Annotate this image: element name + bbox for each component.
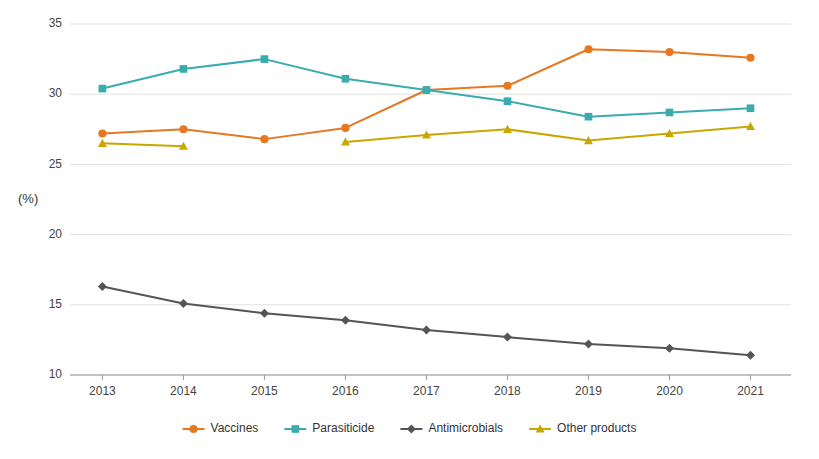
series: [98, 45, 754, 143]
data-point: [422, 326, 431, 335]
y-tick-label: 15: [49, 297, 63, 311]
x-tick: [264, 375, 265, 380]
x-tick: [507, 375, 508, 380]
data-point: [665, 344, 674, 353]
x-tick: [669, 375, 670, 380]
legend-label: Other products: [557, 421, 636, 435]
legend-label: Vaccines: [211, 421, 259, 435]
data-point: [422, 130, 431, 138]
x-tick-label: 2021: [737, 384, 764, 398]
x-tick: [345, 375, 346, 380]
y-tick-label: 30: [49, 86, 63, 100]
x-tick: [183, 375, 184, 380]
data-point: [422, 86, 430, 94]
data-point: [747, 104, 755, 112]
data-point: [341, 137, 350, 145]
series: [99, 55, 755, 120]
data-point: [503, 333, 512, 342]
data-point: [584, 136, 593, 144]
series: [98, 282, 755, 360]
y-tick-label: 25: [49, 157, 63, 171]
x-tick-label: 2013: [89, 384, 116, 398]
x-tick-label: 2018: [494, 384, 521, 398]
x-tick: [426, 375, 427, 380]
grid-line: [70, 164, 791, 165]
legend-item: Other products: [529, 421, 636, 435]
grid-line: [70, 234, 791, 235]
data-point: [341, 316, 350, 325]
x-tick: [102, 375, 103, 380]
chart: 101520253035(%)2013201420152016201720182…: [0, 0, 819, 459]
legend-item: Vaccines: [183, 421, 259, 435]
y-tick-label: 35: [49, 16, 63, 30]
grid-line: [70, 375, 791, 376]
data-point: [179, 142, 188, 150]
data-point: [746, 351, 755, 360]
legend-marker: [536, 425, 545, 433]
data-point: [341, 124, 349, 132]
legend: Vaccines Parasiticide Antimicrobials Other …: [183, 421, 637, 435]
data-point: [99, 85, 107, 93]
legend-label: Antimicrobials: [428, 421, 503, 435]
data-point: [665, 48, 673, 56]
y-tick-label: 20: [49, 227, 63, 241]
data-point: [584, 45, 592, 53]
data-point: [423, 86, 431, 94]
grid-line: [70, 94, 791, 95]
x-tick-label: 2014: [170, 384, 197, 398]
data-point: [261, 55, 269, 63]
data-point: [585, 113, 593, 121]
data-point: [179, 299, 188, 308]
grid-line: [70, 304, 791, 305]
data-point: [503, 82, 511, 90]
legend-marker: [292, 425, 300, 433]
data-point: [98, 282, 107, 291]
data-point: [665, 129, 674, 137]
x-tick-label: 2015: [251, 384, 278, 398]
legend-item: Antimicrobials: [400, 421, 503, 435]
legend-item: Parasiticide: [284, 421, 374, 435]
data-point: [504, 97, 512, 105]
series-line: [102, 49, 750, 139]
series-line: [102, 59, 750, 117]
series-line: [102, 126, 750, 146]
y-axis-label: (%): [18, 191, 38, 206]
data-point: [746, 54, 754, 62]
grid-line: [70, 24, 791, 25]
x-tick: [750, 375, 751, 380]
series-line: [102, 287, 750, 356]
data-point: [98, 139, 107, 147]
x-tick-label: 2019: [575, 384, 602, 398]
plot-area: [98, 45, 755, 360]
data-point: [260, 309, 269, 318]
data-point: [503, 125, 512, 133]
x-tick-label: 2020: [656, 384, 683, 398]
x-tick-label: 2017: [413, 384, 440, 398]
data-point: [260, 135, 268, 143]
y-axis: 10 15 20 25 30 35: [49, 16, 791, 381]
data-point: [342, 75, 350, 83]
x-axis: 2013 2014 2015 2016 2017 2018 2019 2020 2021: [70, 375, 791, 398]
data-point: [179, 125, 187, 133]
data-point: [666, 109, 674, 117]
x-tick-label: 2016: [332, 384, 359, 398]
data-point: [584, 340, 593, 349]
data-point: [180, 65, 188, 73]
y-tick-label: 10: [49, 367, 63, 381]
legend-label: Parasiticide: [312, 421, 374, 435]
data-point: [746, 122, 755, 130]
x-tick: [588, 375, 589, 380]
legend-marker: [407, 425, 416, 434]
series: [98, 122, 755, 150]
x-axis-line: [70, 375, 791, 376]
data-point: [98, 129, 106, 137]
legend-marker: [189, 425, 197, 433]
